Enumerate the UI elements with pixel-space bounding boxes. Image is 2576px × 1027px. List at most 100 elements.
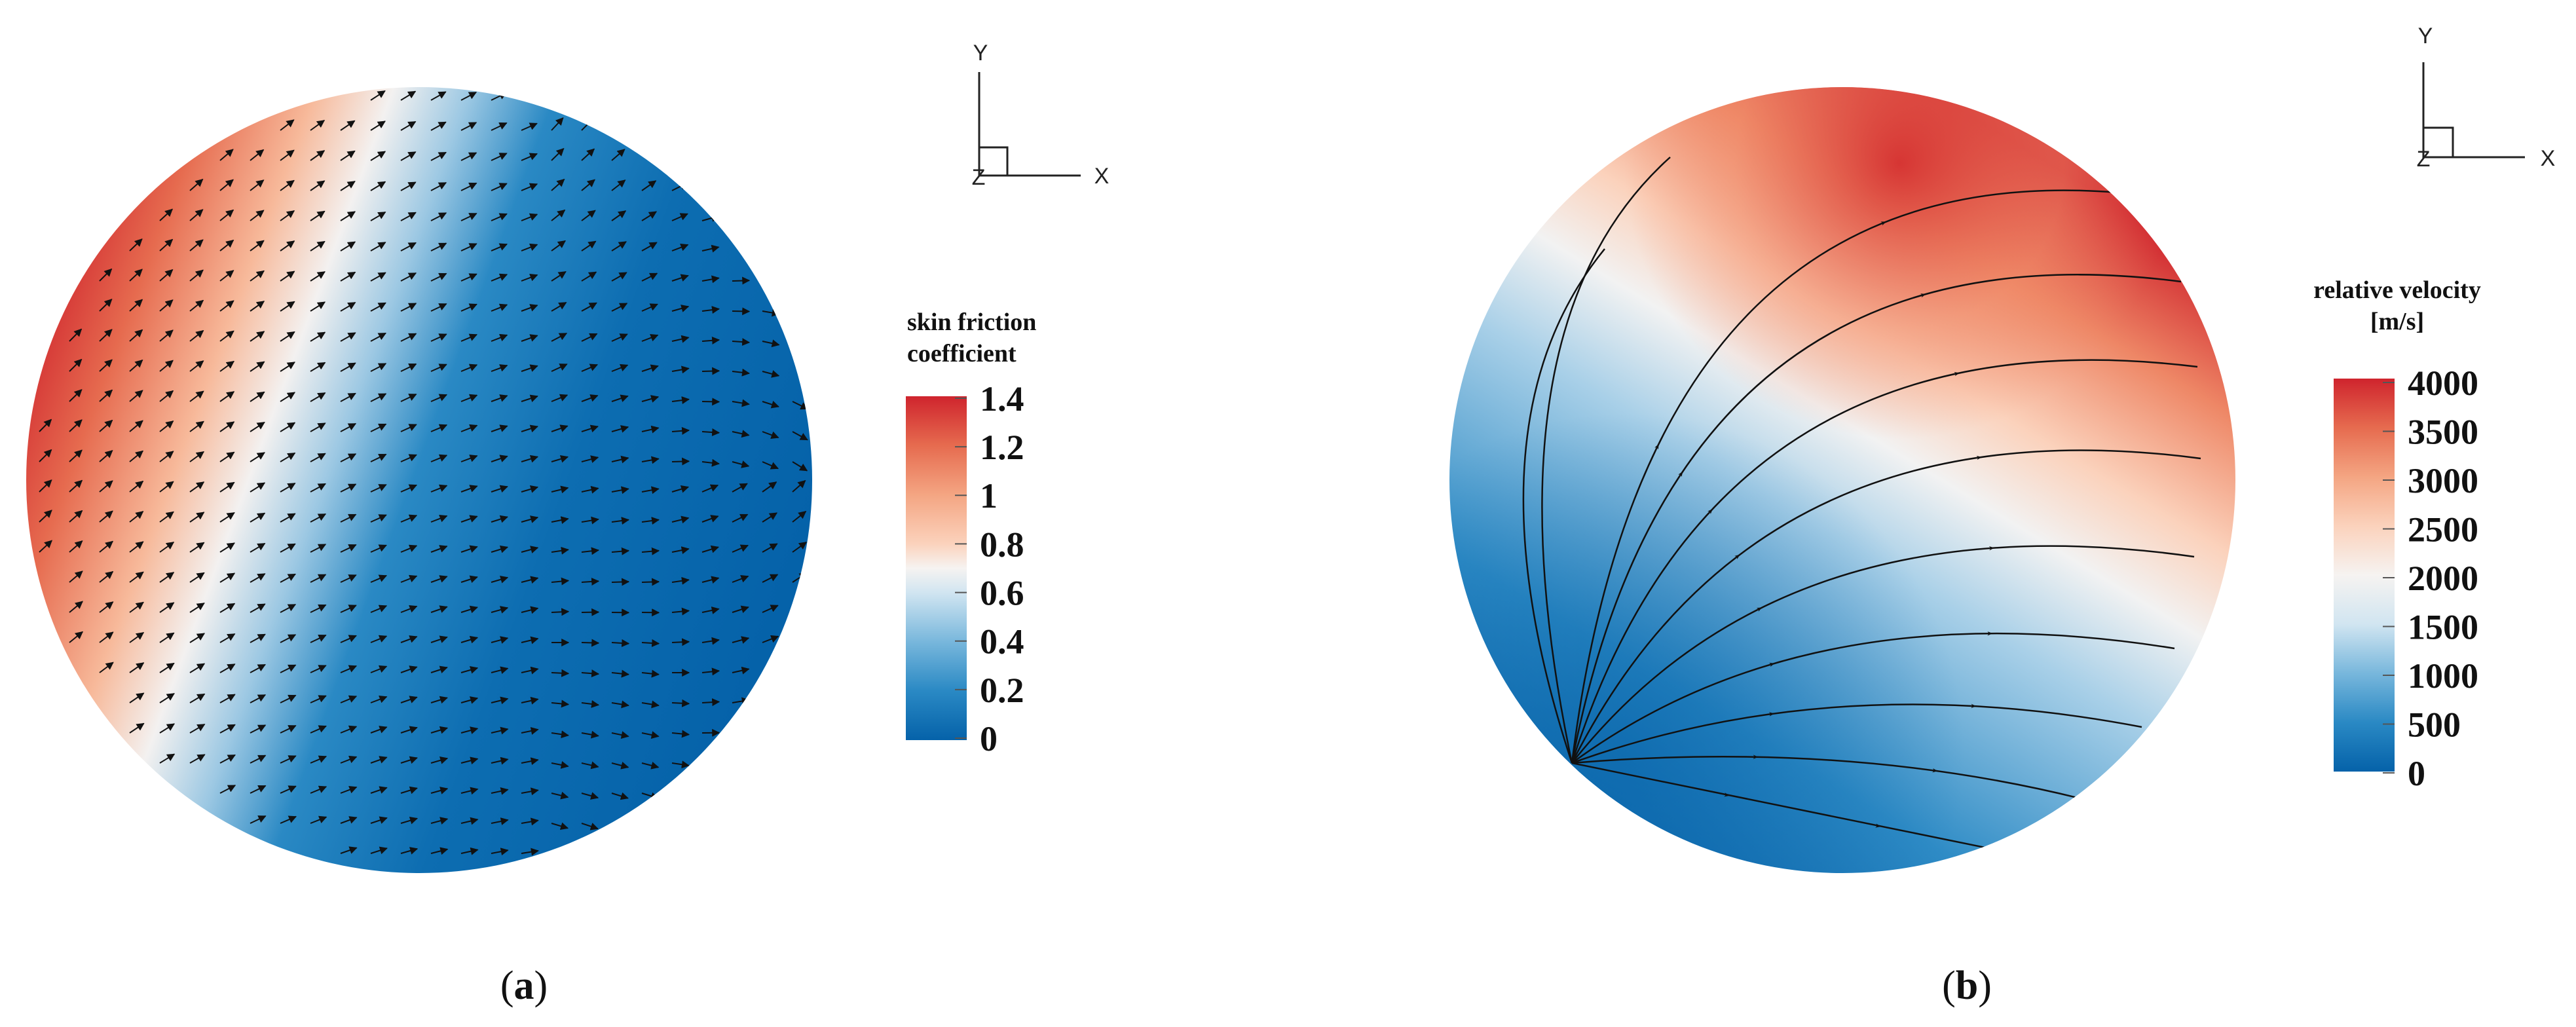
skin-friction-vector	[370, 756, 388, 764]
skin-friction-vector	[701, 306, 720, 314]
skin-friction-vector	[39, 540, 52, 553]
skin-friction-vector	[370, 363, 387, 372]
skin-friction-vector	[280, 785, 297, 794]
colorbar-tick-label: 1000	[2408, 656, 2478, 696]
skin-friction-vector	[69, 328, 83, 342]
skin-friction-vector	[491, 545, 509, 553]
skin-friction-vector	[159, 208, 173, 221]
skin-friction-vector	[400, 90, 417, 101]
skin-friction-vector	[189, 390, 204, 402]
skin-friction-vector	[581, 271, 597, 282]
skin-friction-vector	[732, 276, 751, 285]
skin-friction-vector	[310, 574, 327, 583]
skin-friction-vector	[310, 544, 327, 553]
colorbar-tick-label: 0.8	[980, 525, 1024, 564]
skin-friction-vector	[310, 483, 326, 493]
skin-friction-vector	[129, 269, 143, 282]
skin-friction-vector	[340, 635, 357, 643]
skin-friction-vector	[430, 394, 448, 402]
panel-b-axis-z-label: Z	[2417, 147, 2431, 172]
skin-friction-vector	[611, 455, 629, 464]
skin-friction-vector	[129, 420, 143, 432]
skin-friction-vector	[250, 331, 265, 342]
skin-friction-vector	[701, 484, 719, 493]
skin-friction-vector	[792, 431, 808, 441]
skin-friction-vector	[250, 633, 266, 643]
skin-friction-vector	[491, 606, 509, 614]
skin-friction-vector	[280, 815, 297, 824]
skin-friction-vector	[701, 244, 720, 253]
skin-friction-vector	[219, 300, 234, 312]
skin-friction-vector	[400, 151, 417, 161]
skin-friction-vector	[310, 815, 327, 824]
skin-friction-vector	[400, 363, 417, 372]
skin-friction-vector	[551, 240, 566, 252]
skin-friction-vector	[732, 544, 749, 553]
skin-friction-vector	[491, 515, 508, 523]
skin-friction-vector	[762, 635, 779, 643]
colorbar-tick-label: 500	[2408, 705, 2461, 744]
skin-friction-vector	[491, 333, 508, 342]
skin-friction-vector	[641, 700, 660, 709]
skin-friction-vector	[611, 517, 629, 525]
skin-friction-vector	[581, 364, 599, 372]
skin-friction-vector	[340, 150, 356, 161]
skin-friction-vector	[99, 329, 113, 342]
skin-friction-vector	[581, 394, 599, 402]
panel-b-axis-y-label: Y	[2418, 24, 2433, 48]
skin-friction-vector	[521, 394, 538, 402]
skin-friction-vector	[159, 753, 176, 764]
skin-friction-vector	[340, 514, 357, 523]
skin-friction-vector	[219, 270, 234, 282]
skin-friction-vector	[521, 606, 539, 614]
streamline-arrow	[1768, 662, 1775, 667]
skin-friction-vector	[641, 486, 660, 495]
skin-friction-vector	[611, 179, 626, 191]
panel-b-axis-x-label: X	[2541, 146, 2556, 171]
skin-friction-vector	[611, 364, 629, 372]
skin-friction-vector	[581, 547, 599, 555]
skin-friction-vector	[460, 756, 479, 765]
skin-friction-vector	[129, 541, 144, 553]
skin-friction-vector	[400, 333, 417, 342]
skin-friction-vector	[310, 392, 326, 402]
skin-friction-vector	[189, 269, 204, 282]
skin-friction-vector	[430, 454, 448, 462]
skin-friction-vector	[400, 454, 417, 462]
streamline-arrow	[1768, 712, 1775, 717]
skin-friction-vector	[129, 571, 144, 583]
skin-friction-vector	[250, 421, 265, 432]
skin-friction-vector	[250, 391, 265, 402]
skin-friction-vector	[762, 400, 779, 409]
skin-friction-vector	[641, 731, 660, 739]
skin-friction-vector	[340, 755, 358, 764]
skin-friction-vector	[581, 240, 597, 252]
streamline-arrow	[1931, 768, 1938, 773]
skin-friction-vector	[310, 453, 326, 462]
skin-friction-vector	[701, 275, 720, 284]
skin-friction-vector	[430, 272, 447, 282]
skin-friction-vector	[400, 121, 417, 131]
skin-friction-vector	[400, 635, 418, 643]
skin-friction-vector	[69, 419, 83, 432]
skin-friction-vector	[280, 301, 295, 312]
skin-friction-vector	[280, 724, 297, 734]
skin-friction-vector	[159, 299, 174, 312]
skin-friction-vector	[611, 394, 629, 402]
skin-friction-vector	[400, 303, 417, 312]
streamline	[1571, 449, 2201, 764]
skin-friction-vector	[310, 695, 327, 703]
panel-a-caption-letter: a	[514, 963, 534, 1008]
skin-friction-vector	[792, 511, 807, 523]
skin-friction-vector	[701, 428, 720, 436]
skin-friction-vector	[400, 242, 417, 252]
skin-friction-vector	[99, 540, 114, 553]
skin-friction-vector	[671, 607, 690, 616]
skin-friction-vector	[129, 299, 143, 312]
skin-friction-vector	[671, 730, 690, 738]
skin-friction-vector	[641, 547, 660, 555]
skin-friction-vector	[521, 364, 538, 372]
streamline-arrow	[1975, 455, 1982, 460]
skin-friction-vector	[370, 211, 386, 221]
skin-friction-vector	[250, 149, 265, 161]
